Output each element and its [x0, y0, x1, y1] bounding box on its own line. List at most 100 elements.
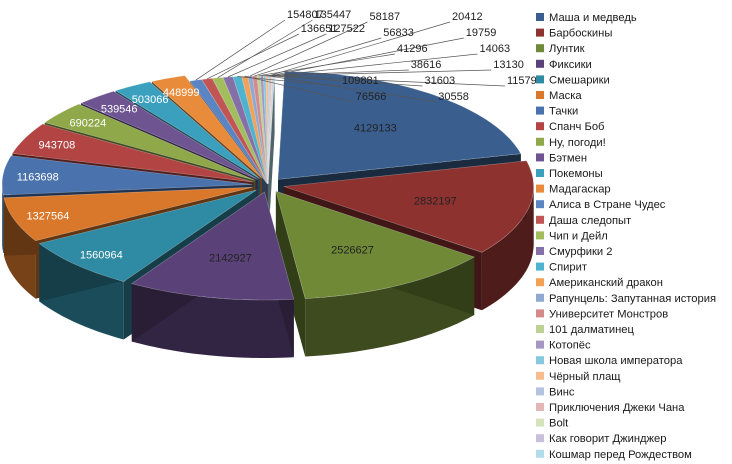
data-labels: 4129133 2832197 2526627 2142927 1560964 13275… — [17, 9, 537, 264]
legend-swatch-4 — [536, 75, 544, 84]
data-label-11: 448999 — [163, 87, 200, 99]
legend-swatch-16 — [536, 262, 544, 271]
legend-label-4: Смешарики — [549, 74, 610, 86]
data-label-16: 109881 — [342, 75, 379, 87]
legend-label-0: Маша и медведь — [549, 12, 637, 24]
slice-6 — [1, 155, 253, 196]
legend-swatch-14 — [536, 231, 544, 240]
leader-line-25 — [270, 37, 464, 77]
slice-7 — [11, 123, 254, 183]
data-label-15: 127522 — [328, 23, 365, 35]
slice-10 — [114, 81, 260, 180]
data-label-28: 11579 — [507, 75, 537, 87]
data-label-7: 943708 — [39, 139, 76, 151]
leader-line-14 — [217, 19, 313, 79]
slice-2 — [275, 190, 475, 299]
slice-5 — [3, 186, 253, 242]
leader-line-24 — [269, 21, 451, 77]
data-label-4: 1560964 — [80, 249, 123, 261]
legend-swatch-5 — [536, 91, 544, 99]
legend-label-25: Приключения Джеки Чана — [549, 402, 685, 414]
data-label-5: 1327564 — [26, 210, 69, 222]
data-label-19: 56833 — [383, 27, 414, 39]
legend-label-9: Бэтмен — [549, 152, 587, 164]
legend-swatch-6 — [536, 106, 544, 115]
data-label-9: 539546 — [101, 104, 138, 116]
slice-11 — [151, 75, 263, 179]
data-label-13: 136651 — [301, 23, 338, 35]
leader-line-15 — [227, 33, 327, 78]
slice-8 — [43, 103, 256, 181]
legend-swatch-12 — [536, 200, 544, 209]
data-label-2: 2526627 — [331, 245, 374, 257]
leader-line-18 — [249, 21, 368, 77]
legend-label-3: Фиксики — [549, 59, 592, 71]
legend-label-18: Рапунцель: Запутанная история — [549, 293, 716, 305]
legend-label-5: Маска — [549, 90, 582, 102]
legend-label-6: Тачки — [549, 106, 578, 118]
legend-swatch-27 — [536, 434, 544, 443]
legend-swatch-21 — [536, 340, 544, 349]
legend-swatch-2 — [536, 44, 544, 53]
legend-label-2: Лунтик — [549, 43, 585, 55]
slice-3 — [131, 191, 295, 301]
legend-label-15: Смурфики 2 — [549, 246, 613, 258]
leader-line-27 — [273, 69, 492, 77]
leader-line-17 — [244, 75, 354, 103]
legend-swatch-1 — [536, 28, 544, 37]
slice-14 — [211, 77, 268, 184]
leader-line-21 — [261, 69, 409, 77]
leader-line-12 — [195, 19, 286, 81]
legend-swatch-20 — [536, 325, 544, 333]
data-label-20: 41296 — [397, 43, 428, 55]
data-label-1: 2832197 — [414, 195, 457, 207]
legend-swatch-0 — [536, 13, 544, 21]
data-label-27: 13130 — [493, 59, 524, 71]
legend-swatch-13 — [536, 215, 544, 224]
data-label-17: 76566 — [356, 91, 387, 103]
data-label-21: 38616 — [411, 59, 442, 71]
data-label-22: 31603 — [425, 75, 456, 87]
legend-label-10: Покемоны — [549, 168, 603, 180]
legend-label-22: Новая школа императора — [549, 355, 683, 367]
legend-swatch-10 — [536, 169, 544, 177]
leader-line-23 — [267, 75, 437, 103]
data-label-8: 690224 — [70, 117, 107, 129]
legend-label-11: Мадагаскар — [549, 184, 611, 196]
legend-label-20: 101 далматинец — [549, 324, 634, 336]
data-label-0: 4129133 — [354, 122, 397, 134]
data-label-10: 503066 — [132, 94, 169, 106]
legend-label-24: Винс — [549, 386, 575, 398]
legend-swatch-23 — [536, 371, 544, 380]
legend-label-19: Университет Монстров — [549, 308, 668, 320]
legend-swatch-24 — [536, 387, 544, 396]
legend-swatch-9 — [536, 153, 544, 162]
leader-line-26 — [272, 53, 478, 77]
legend-swatch-19 — [536, 309, 544, 318]
legend-label-14: Чип и Дейл — [549, 230, 608, 242]
data-label-23: 30558 — [438, 91, 469, 103]
legend-label-16: Спирит — [549, 262, 587, 274]
legend-swatch-11 — [536, 184, 544, 193]
data-label-26: 14063 — [480, 43, 511, 55]
legend-swatch-25 — [536, 403, 544, 411]
slice-1 — [283, 160, 535, 253]
legend-swatch-7 — [536, 122, 544, 131]
legend: Маша и медведь Барбоскины Лунтик Фиксики Сме… — [536, 12, 716, 461]
legend-swatch-3 — [536, 59, 544, 68]
legend-label-12: Алиса в Стране Чудес — [549, 199, 666, 211]
data-label-3: 2142927 — [209, 252, 252, 264]
legend-label-7: Спанч Боб — [549, 121, 604, 133]
legend-label-17: Американский дракон — [549, 277, 663, 289]
data-label-14: 135447 — [315, 9, 352, 21]
slice-19 — [252, 75, 269, 184]
slice-4 — [38, 189, 257, 282]
data-label-24: 20412 — [452, 11, 483, 23]
data-label-12: 154807 — [287, 9, 324, 21]
slice-side-6 — [2, 187, 4, 253]
legend-swatch-26 — [536, 418, 544, 427]
leader-line-22 — [264, 75, 423, 87]
legend-swatch-28 — [536, 449, 544, 458]
leader-line-19 — [254, 37, 382, 77]
